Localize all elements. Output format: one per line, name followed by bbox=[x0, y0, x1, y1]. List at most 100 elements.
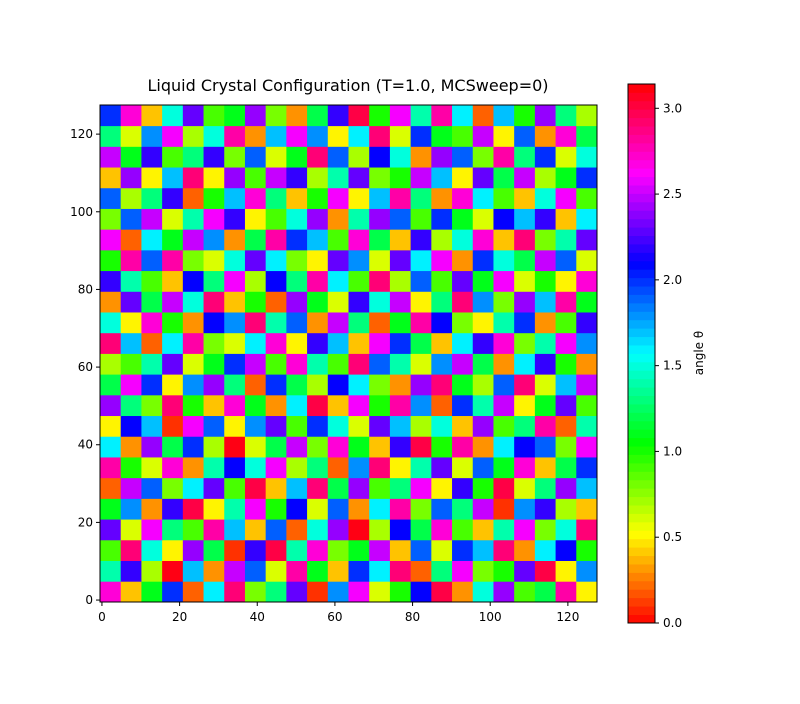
heatmap-cell bbox=[452, 394, 474, 417]
colorbar-swatch bbox=[628, 370, 655, 380]
heatmap-cell bbox=[452, 581, 474, 603]
heatmap-cell bbox=[120, 291, 142, 313]
heatmap-cell bbox=[452, 560, 474, 582]
heatmap-cell bbox=[431, 436, 453, 458]
colorbar-swatch bbox=[628, 117, 655, 127]
heatmap-cell bbox=[431, 332, 453, 354]
heatmap-cell bbox=[431, 187, 453, 209]
heatmap-cell bbox=[120, 539, 142, 561]
heatmap-cell bbox=[224, 332, 246, 354]
colorbar-swatch bbox=[628, 437, 655, 447]
heatmap-cell bbox=[389, 125, 412, 147]
heatmap-cell bbox=[244, 477, 267, 499]
heatmap-cell bbox=[410, 167, 432, 189]
heatmap-cell bbox=[472, 436, 494, 458]
heatmap-cell bbox=[431, 539, 453, 561]
heatmap-cell bbox=[203, 415, 225, 437]
heatmap-cell bbox=[555, 249, 577, 272]
x-tick-label: 20 bbox=[172, 610, 187, 624]
colorbar-swatch bbox=[628, 159, 655, 169]
heatmap-cell bbox=[307, 312, 329, 334]
heatmap-cell bbox=[203, 436, 225, 458]
colorbar-swatch bbox=[628, 319, 655, 329]
heatmap-cell bbox=[120, 167, 142, 189]
heatmap-cell bbox=[493, 291, 515, 313]
heatmap-cell bbox=[534, 415, 556, 437]
heatmap-cell bbox=[369, 415, 391, 437]
heatmap-cell bbox=[100, 291, 122, 313]
heatmap-cell bbox=[224, 436, 246, 458]
heatmap-cell bbox=[286, 229, 308, 251]
heatmap-cell bbox=[265, 560, 287, 582]
heatmap-cell bbox=[203, 581, 225, 603]
heatmap-cell bbox=[120, 146, 142, 168]
heatmap-cell bbox=[162, 332, 184, 354]
colorbar-swatch bbox=[628, 606, 655, 615]
heatmap-cell bbox=[389, 270, 412, 292]
heatmap-cell bbox=[534, 560, 556, 582]
heatmap-cell bbox=[265, 374, 287, 396]
colorbar-swatch bbox=[628, 142, 655, 152]
heatmap-cell bbox=[369, 229, 391, 251]
heatmap-cell bbox=[307, 477, 329, 499]
heatmap-cell bbox=[534, 291, 556, 313]
heatmap-cell bbox=[203, 312, 225, 334]
colorbar-swatch bbox=[628, 429, 655, 439]
colorbar-swatch bbox=[628, 185, 655, 194]
heatmap-cell bbox=[534, 146, 556, 168]
heatmap-cell bbox=[244, 167, 267, 189]
heatmap-cell bbox=[100, 353, 122, 375]
heatmap-cell bbox=[431, 208, 453, 230]
colorbar-swatch bbox=[628, 353, 655, 363]
heatmap-cell bbox=[534, 477, 556, 499]
heatmap-cell bbox=[141, 477, 163, 499]
heatmap-cell bbox=[534, 539, 556, 561]
heatmap-cell bbox=[203, 332, 225, 354]
heatmap-cell bbox=[410, 436, 432, 458]
heatmap-cell bbox=[472, 394, 494, 417]
heatmap-cell bbox=[244, 581, 267, 603]
heatmap-cell bbox=[555, 291, 577, 313]
heatmap-cell bbox=[410, 312, 432, 334]
heatmap-cell bbox=[576, 353, 598, 375]
heatmap-cell bbox=[472, 581, 494, 603]
heatmap-cell bbox=[493, 208, 515, 230]
heatmap-cell bbox=[141, 146, 163, 168]
colorbar-swatch bbox=[628, 564, 655, 573]
heatmap-cell bbox=[369, 353, 391, 375]
heatmap-cell bbox=[182, 208, 204, 230]
heatmap-cell bbox=[452, 291, 474, 313]
colorbar-swatch bbox=[628, 269, 655, 279]
heatmap-cell bbox=[348, 332, 370, 354]
colorbar-tick-label: 0.0 bbox=[663, 616, 682, 630]
heatmap-cell bbox=[203, 125, 225, 147]
heatmap-cell bbox=[141, 249, 163, 272]
heatmap-cell bbox=[534, 436, 556, 458]
y-tick-label: 120 bbox=[70, 127, 93, 141]
heatmap-cell bbox=[307, 249, 329, 272]
heatmap-cell bbox=[493, 312, 515, 334]
heatmap-cell bbox=[307, 519, 329, 541]
heatmap-cell bbox=[452, 332, 474, 354]
heatmap-cell bbox=[100, 457, 122, 479]
heatmap-cell bbox=[369, 539, 391, 561]
colorbar-swatch bbox=[628, 488, 655, 498]
heatmap-cell bbox=[100, 415, 122, 437]
heatmap-cell bbox=[286, 332, 308, 354]
colorbar-swatch bbox=[628, 235, 655, 245]
colorbar-swatch bbox=[628, 505, 655, 514]
heatmap-cell bbox=[327, 519, 349, 541]
heatmap-cell bbox=[534, 105, 556, 127]
heatmap-cell bbox=[576, 477, 598, 499]
heatmap-cell bbox=[244, 374, 267, 396]
heatmap-cell bbox=[162, 146, 184, 168]
heatmap-cell bbox=[369, 498, 391, 520]
heatmap-cell bbox=[203, 229, 225, 251]
heatmap-cell bbox=[307, 291, 329, 313]
colorbar-swatch bbox=[628, 378, 655, 388]
heatmap-cell bbox=[244, 498, 267, 520]
heatmap-cell bbox=[472, 415, 494, 437]
heatmap-cell bbox=[369, 560, 391, 582]
heatmap-cell bbox=[555, 208, 577, 230]
heatmap-cell bbox=[162, 581, 184, 603]
